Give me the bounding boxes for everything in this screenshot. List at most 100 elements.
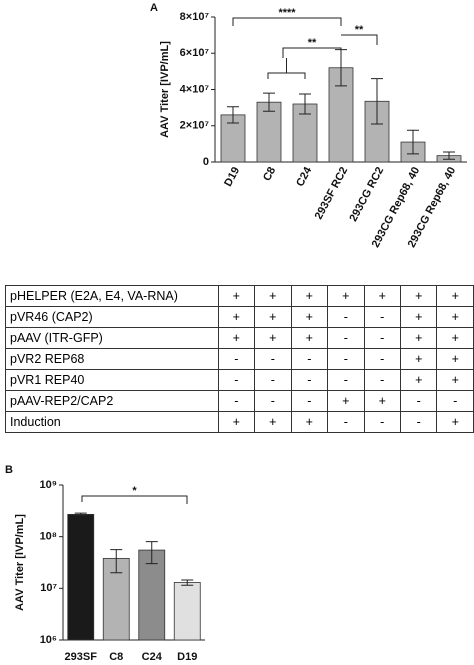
table-cell: + bbox=[327, 285, 365, 307]
table-cell: + bbox=[217, 306, 256, 328]
table-cell: + bbox=[399, 285, 438, 307]
bar bbox=[138, 549, 166, 641]
table-cell: + bbox=[436, 306, 474, 328]
significance-label: ** bbox=[355, 24, 364, 36]
error-bar bbox=[443, 151, 455, 160]
error-bar bbox=[407, 129, 419, 155]
table-cell: - bbox=[217, 369, 256, 391]
x-tick-label: 293SF RC2 bbox=[313, 165, 351, 221]
table-cell: - bbox=[363, 411, 402, 433]
error-bar bbox=[110, 549, 123, 574]
row-label: pVR2 REP68 bbox=[5, 348, 219, 370]
error-bar bbox=[145, 541, 158, 565]
table-cell: + bbox=[436, 369, 474, 391]
significance-bracket bbox=[267, 58, 306, 79]
table-cell: + bbox=[254, 285, 292, 307]
table-cell: - bbox=[290, 369, 329, 391]
table-row: pVR1 REP40- - - - - + + bbox=[5, 369, 474, 391]
table-row: pAAV (ITR-GFP) + + + - - + + bbox=[5, 327, 474, 349]
table-cell: + bbox=[217, 411, 256, 433]
plasmid-table: pHELPER (E2A, E4, VA-RNA) + + + + + + + pVR46 (C… bbox=[5, 285, 474, 433]
x-tick-label: C8 bbox=[109, 651, 123, 663]
table-row: pHELPER (E2A, E4, VA-RNA) + + + + + + + bbox=[5, 285, 474, 307]
table-cell: + bbox=[436, 327, 474, 349]
table-cell: + bbox=[399, 327, 438, 349]
table-cell: + bbox=[290, 306, 329, 328]
table-cell: + bbox=[363, 285, 402, 307]
table-cell: - bbox=[217, 390, 256, 412]
table-row: pVR2 REP68- - - - - + + bbox=[5, 348, 474, 370]
row-label: pVR1 REP40 bbox=[5, 369, 219, 391]
table-cell: - bbox=[254, 348, 292, 370]
table-cell: - bbox=[217, 348, 256, 370]
bar bbox=[173, 582, 201, 641]
y-tick-label: 10⁸ bbox=[40, 531, 57, 543]
significance-label: * bbox=[132, 485, 137, 497]
significance-bracket bbox=[341, 34, 378, 45]
table-cell: + bbox=[290, 327, 329, 349]
significance-bracket bbox=[282, 47, 342, 58]
table-cell: - bbox=[327, 411, 365, 433]
row-label: pHELPER (E2A, E4, VA-RNA) bbox=[5, 285, 219, 307]
y-tick-label: 2×10⁷ bbox=[180, 120, 210, 132]
y-tick-label: 8×10⁷ bbox=[180, 11, 210, 23]
y-tick-label: 6×10⁷ bbox=[180, 47, 210, 59]
table-cell: - bbox=[363, 327, 402, 349]
significance-label: ** bbox=[308, 37, 317, 49]
table-cell: + bbox=[290, 411, 329, 433]
table-cell: + bbox=[436, 411, 474, 433]
panel-label: B bbox=[5, 464, 13, 476]
table-row: pVR46 (CAP2) + + + - - + + bbox=[5, 306, 474, 328]
table-cell: - bbox=[254, 369, 292, 391]
table-cell: - bbox=[327, 306, 365, 328]
table-cell: + bbox=[217, 327, 256, 349]
table-cell: + bbox=[436, 285, 474, 307]
table-row: Induction + + + - - - + bbox=[5, 411, 474, 433]
significance-bracket bbox=[232, 17, 342, 26]
x-tick-label: C8 bbox=[261, 165, 278, 183]
table-cell: - bbox=[327, 327, 365, 349]
table-cell: - bbox=[327, 348, 365, 370]
x-tick-label: C24 bbox=[142, 651, 163, 663]
table-cell: - bbox=[399, 411, 438, 433]
error-bar bbox=[299, 93, 311, 115]
y-tick-label: 0 bbox=[203, 156, 209, 168]
table-cell: - bbox=[436, 390, 474, 412]
x-tick-label: D19 bbox=[177, 651, 197, 663]
x-tick-label: C24 bbox=[294, 164, 314, 188]
table-cell: + bbox=[363, 390, 402, 412]
table-cell: + bbox=[399, 369, 438, 391]
table-cell: - bbox=[363, 369, 402, 391]
table-cell: - bbox=[363, 348, 402, 370]
table-cell: - bbox=[290, 348, 329, 370]
table-row: pAAV-REP2/CAP2- - - + + - - bbox=[5, 390, 474, 412]
error-bar bbox=[181, 579, 194, 586]
table-cell: + bbox=[254, 327, 292, 349]
x-tick-label: D19 bbox=[222, 165, 242, 188]
bar bbox=[220, 114, 246, 163]
error-bar bbox=[263, 92, 275, 112]
table-cell: - bbox=[290, 390, 329, 412]
y-tick-label: 4×10⁷ bbox=[180, 83, 210, 95]
table-cell: + bbox=[399, 348, 438, 370]
table-cell: + bbox=[290, 285, 329, 307]
x-tick-label: 293CG RC2 bbox=[347, 165, 386, 224]
y-axis-label: AAV Titer [IVP/mL] bbox=[159, 41, 171, 138]
error-bar bbox=[227, 106, 239, 124]
table-cell: + bbox=[254, 306, 292, 328]
error-bar bbox=[371, 78, 383, 125]
table-cell: + bbox=[436, 348, 474, 370]
row-label: pVR46 (CAP2) bbox=[5, 306, 219, 328]
bar bbox=[67, 513, 95, 641]
table-cell: - bbox=[327, 369, 365, 391]
table-cell: + bbox=[327, 390, 365, 412]
table-cell: + bbox=[399, 306, 438, 328]
y-tick-label: 10⁶ bbox=[40, 634, 57, 646]
table-cell: + bbox=[254, 411, 292, 433]
row-label: pAAV (ITR-GFP) bbox=[5, 327, 219, 349]
panel-label: A bbox=[150, 2, 158, 14]
table-cell: - bbox=[254, 390, 292, 412]
table-cell: - bbox=[399, 390, 438, 412]
